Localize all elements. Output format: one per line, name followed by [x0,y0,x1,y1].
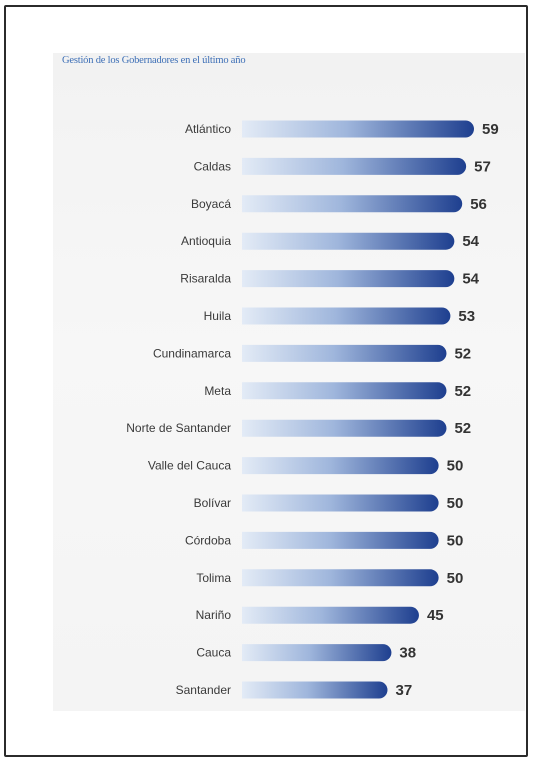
category-label: Cundinamarca [153,346,231,360]
bar-atlántico [242,120,474,138]
value-label: 54 [462,271,479,288]
value-label: 54 [462,233,479,250]
value-label: 52 [454,345,471,362]
category-label: Caldas [194,159,231,173]
value-label: 52 [454,420,471,437]
bar-risaralda [242,270,455,288]
bar-huila [242,307,451,325]
value-label: 52 [454,383,471,400]
value-label: 50 [447,532,464,549]
value-label: 56 [470,196,487,213]
bar-cundinamarca [242,344,447,362]
category-label: Meta [204,384,231,398]
category-label: Atlántico [185,122,231,136]
category-label: Córdoba [185,533,231,547]
category-label: Boyacá [191,197,231,211]
value-label: 50 [447,495,464,512]
bar-norte-de-santander [242,419,447,437]
bar-tolima [242,569,439,587]
value-label: 37 [395,682,412,699]
bar-cauca [242,644,392,662]
bar-córdoba [242,531,439,549]
bar-meta [242,382,447,400]
category-label: Risaralda [180,272,231,286]
value-label: 45 [427,607,444,624]
category-label: Norte de Santander [126,421,231,435]
category-label: Valle del Cauca [148,459,231,473]
image-frame [4,5,528,757]
value-label: 50 [447,458,464,475]
value-label: 38 [399,645,416,662]
category-label: Nariño [196,608,232,622]
bar-bolívar [242,494,439,512]
category-label: Santander [176,683,231,697]
category-label: Huila [204,309,232,323]
value-label: 53 [458,308,475,325]
category-label: Tolima [196,571,231,585]
chart-title: Gestión de los Gobernadores en el último… [62,55,246,66]
bar-valle-del-cauca [242,457,439,475]
bar-boyacá [242,195,463,213]
bar-caldas [242,157,467,175]
value-label: 57 [474,158,491,175]
bar-santander [242,681,388,699]
bar-antioquia [242,232,455,250]
category-label: Cauca [196,646,231,660]
value-label: 59 [482,121,499,138]
value-label: 50 [447,570,464,587]
bar-nariño [242,606,419,624]
category-label: Bolívar [194,496,231,510]
category-label: Antioquia [181,234,231,248]
